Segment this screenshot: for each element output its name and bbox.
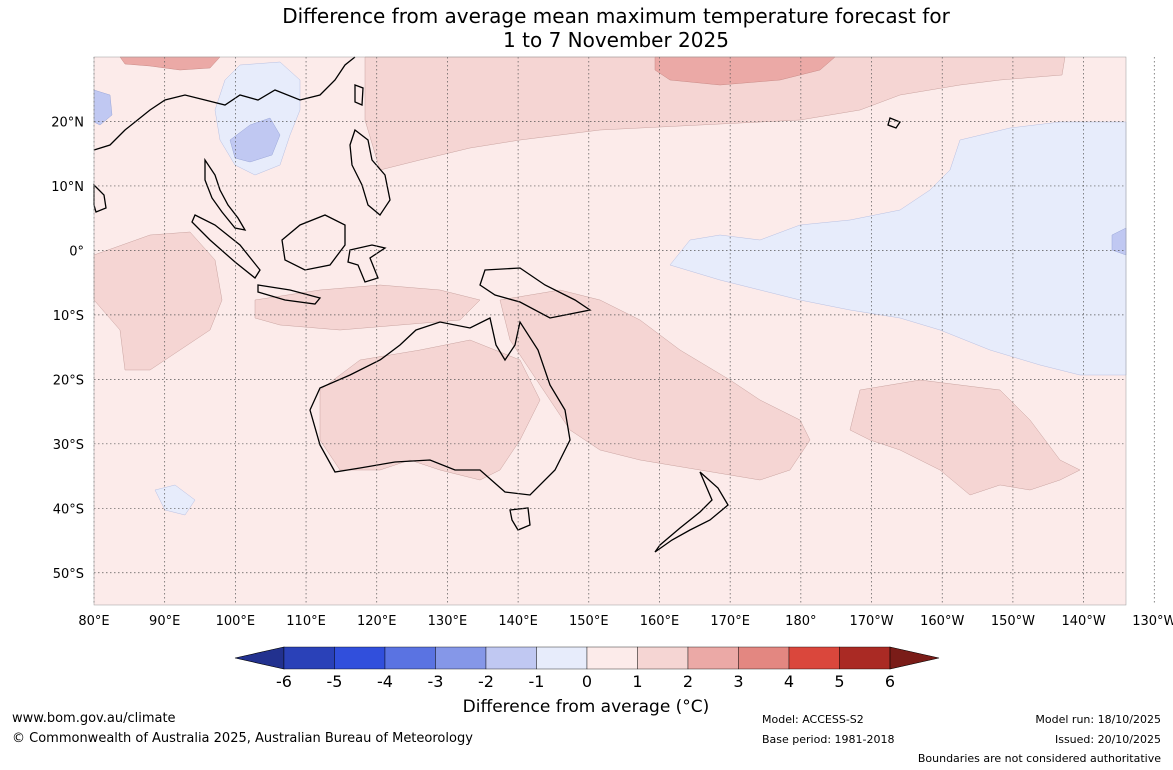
colorbar-tick-label: 0 [582,672,592,691]
coastline-borneo [281,214,346,271]
longitude-tick-label: 140°W [1062,614,1106,629]
longitude-tick-label: 150°E [569,614,609,629]
latitude-tick-label: 10°S [53,309,84,324]
colorbar-tick-label: -4 [377,672,393,691]
latitude-tick-label: 20°S [53,373,84,388]
longitude-tick-label: 130°E [428,614,468,629]
coastline-malay-peninsula [204,157,247,231]
colorbar-segment [435,646,487,670]
colorbar-segment [334,646,386,670]
longitude-tick-label: 90°E [149,614,180,629]
graticule [93,57,1155,605]
colorbar-tick-label: 2 [683,672,693,691]
base-period: Base period: 1981-2018 [762,733,895,746]
warm-anomaly-strong-north [654,56,836,86]
colorbar [234,646,940,670]
latitude-tick-label: 40°S [53,502,84,517]
model-run-date: Model run: 18/10/2025 [1035,713,1161,726]
colorbar-segment [788,646,840,670]
colorbar-tick-label: 5 [834,672,844,691]
coastline-new-guinea [479,267,592,319]
longitude-tick-label: 150°W [991,614,1035,629]
latitude-tick-label: 20°N [51,115,84,130]
coastlines [93,56,901,553]
colorbar-tick-label: 3 [733,672,743,691]
colorbar-tick-label: -5 [327,672,343,691]
warm-anomaly-tropical-pacific [499,289,811,481]
longitude-labels: 80°E 90°E 100°E 110°E 120°E 130°E 140°E 150°E 16… [78,614,1173,629]
colorbar-tick-label: 6 [885,672,895,691]
map-border [93,56,1127,606]
longitude-tick-label: 170°W [849,614,893,629]
colorbar-segment [384,646,436,670]
coastline-hawaii [887,117,901,129]
latitude-tick-label: 50°S [53,567,84,582]
model-name: Model: ACCESS-S2 [762,713,864,726]
colorbar-low-extension [234,646,285,670]
coastline-philippines [349,128,391,216]
colorbar-tick-label: 4 [784,672,794,691]
coastline-new-zealand [654,471,729,553]
colorbar-tick-labels: -6 -5 -4 -3 -2 -1 0 1 2 3 4 5 6 [276,672,895,691]
warm-anomaly-south-pacific [849,379,1081,496]
colorbar-segment [738,646,790,670]
map-title: Difference from average mean maximum tem… [0,4,1173,52]
longitude-tick-label: 80°E [78,614,109,629]
colorbar-tick-label: -3 [428,672,444,691]
colorbar-segment [687,646,739,670]
warm-anomaly-australia [319,339,541,481]
boundaries-disclaimer: Boundaries are not considered authoritat… [917,752,1161,765]
coastline-sulawesi [347,244,387,283]
coastline-asia-mainland [93,56,356,151]
website-link[interactable]: www.bom.gov.au/climate [12,711,176,726]
cool-anomaly-equatorial-pacific [669,121,1127,376]
coastline-sumatra [191,214,261,279]
longitude-tick-label: 110°E [286,614,326,629]
title-line-2: 1 to 7 November 2025 [503,28,729,52]
longitude-tick-label: 140°E [498,614,538,629]
coastline-tasmania [509,507,531,531]
colorbar-segment [283,646,335,670]
colorbar-title: Difference from average (°C) [462,697,710,717]
latitude-labels: 20°N 10°N 0° 10°S 20°S 30°S 40°S 50°S [51,115,84,581]
colorbar-tick-label: -6 [276,672,292,691]
colorbar-segment [637,646,689,670]
colorbar-segment [586,646,638,670]
longitude-tick-label: 120°E [357,614,397,629]
colorbar-segment [485,646,537,670]
title-line-1: Difference from average mean maximum tem… [282,4,950,28]
longitude-tick-label: 100°E [216,614,256,629]
longitude-tick-label: 170°E [710,614,750,629]
coastline-australia [309,317,571,496]
coastline-java [257,284,322,305]
longitude-tick-label: 130°W [1132,614,1173,629]
longitude-tick-label: 180° [785,614,816,629]
colorbar-tick-label: -2 [478,672,494,691]
colorbar-high-extension [889,646,940,670]
cool-anomaly-moderate-vietnam [229,117,281,163]
longitude-tick-label: 160°W [920,614,964,629]
latitude-tick-label: 0° [69,244,84,259]
warm-anomaly-north-pacific [364,56,1066,171]
longitude-tick-label: 160°E [640,614,680,629]
colorbar-tick-label: 1 [632,672,642,691]
latitude-tick-label: 10°N [51,180,84,195]
colorbar-tick-label: -1 [529,672,545,691]
latitude-tick-label: 30°S [53,438,84,453]
copyright-text: © Commonwealth of Australia 2025, Austra… [12,731,473,746]
colorbar-segment [536,646,588,670]
warm-anomaly-indian-ocean [93,231,223,371]
coastline-taiwan [354,84,364,106]
cool-anomaly-south-indian [154,484,196,516]
issued-date: Issued: 20/10/2025 [1054,733,1161,746]
colorbar-segment [839,646,891,670]
anomaly-regions [93,56,1127,516]
